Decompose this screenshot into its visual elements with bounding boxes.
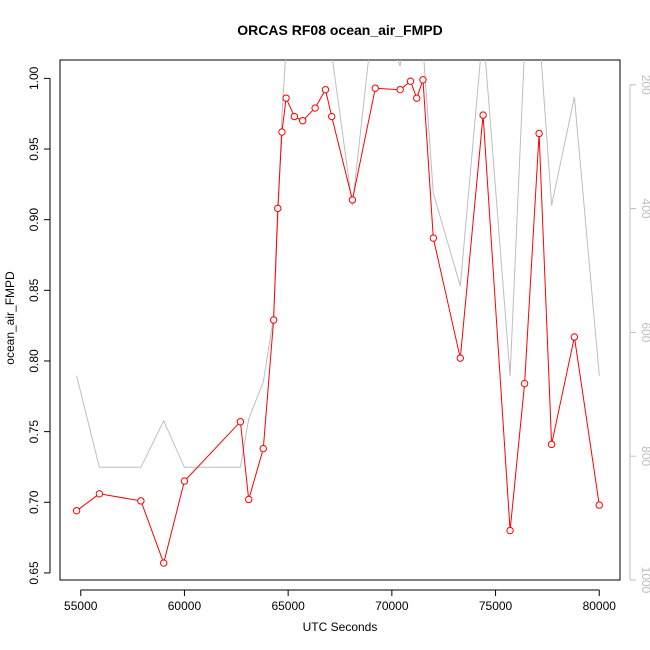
data-point (506, 526, 514, 535)
x-tick-label: 55000 (64, 599, 98, 613)
y-tick-label: 1.00 (27, 66, 41, 90)
data-point (547, 440, 556, 449)
y2-axis: 200 400 600 800 1000 (629, 75, 650, 594)
x-tick-label: 65000 (271, 599, 305, 613)
y2-tick-label: 200 (639, 75, 650, 95)
data-point (348, 196, 357, 204)
data-point (406, 77, 415, 85)
data-point (72, 507, 81, 515)
data-point (137, 497, 145, 505)
data-point (278, 128, 286, 136)
y-tick-label: 0.90 (27, 208, 41, 232)
data-point (328, 112, 336, 121)
plot-area (59, 59, 621, 581)
primary-series-line (76, 79, 600, 565)
data-point (413, 94, 421, 102)
y-tick-label: 0.80 (27, 349, 41, 373)
x-tick-label: 75000 (479, 599, 513, 613)
data-point (282, 94, 290, 102)
data-point (236, 418, 245, 426)
y-axis-label: ocean_air_FMPD (3, 271, 17, 365)
data-point (274, 204, 282, 213)
x-tick-label: 80000 (583, 599, 617, 613)
y-tick-label: 0.75 (27, 420, 41, 444)
data-point (95, 490, 104, 498)
secondary-series-line (76, 60, 600, 468)
y-tick-label: 0.95 (27, 137, 41, 161)
y-tick-label: 0.85 (27, 278, 41, 302)
data-point (456, 354, 464, 362)
data-point (321, 85, 330, 94)
data-point (311, 104, 319, 112)
data-point (396, 85, 404, 94)
y-tick-label: 0.70 (27, 490, 41, 514)
x-tick-label: 60000 (168, 599, 202, 613)
data-point (595, 501, 603, 509)
series-secondary (76, 60, 600, 468)
y2-tick-label: 1000 (639, 567, 650, 594)
x-axis: 55000 60000 65000 70000 75000 80000 (64, 589, 617, 613)
data-point (535, 129, 543, 138)
data-point (298, 117, 307, 125)
data-point (160, 559, 168, 567)
data-point (479, 111, 487, 119)
y-axis: 0.65 0.70 0.75 0.80 0.85 0.90 0.95 1.00 (27, 66, 51, 585)
data-point (520, 379, 529, 388)
data-point (570, 333, 579, 341)
y2-tick-label: 800 (639, 446, 650, 466)
data-point (429, 234, 438, 242)
data-point (245, 495, 253, 504)
data-point (290, 112, 299, 121)
data-point (419, 76, 427, 84)
series-primary (72, 76, 603, 567)
x-tick-label: 70000 (375, 599, 409, 613)
data-point (259, 444, 267, 453)
chart-title: ORCAS RF08 ocean_air_FMPD (237, 22, 442, 38)
x-axis-label: UTC Seconds (303, 620, 378, 634)
plot-border (59, 59, 621, 581)
y-tick-label: 0.65 (27, 561, 41, 585)
data-point (269, 316, 278, 324)
y2-tick-label: 400 (639, 199, 650, 219)
data-point (180, 477, 189, 485)
data-point (371, 84, 379, 92)
y2-tick-label: 600 (639, 322, 650, 342)
